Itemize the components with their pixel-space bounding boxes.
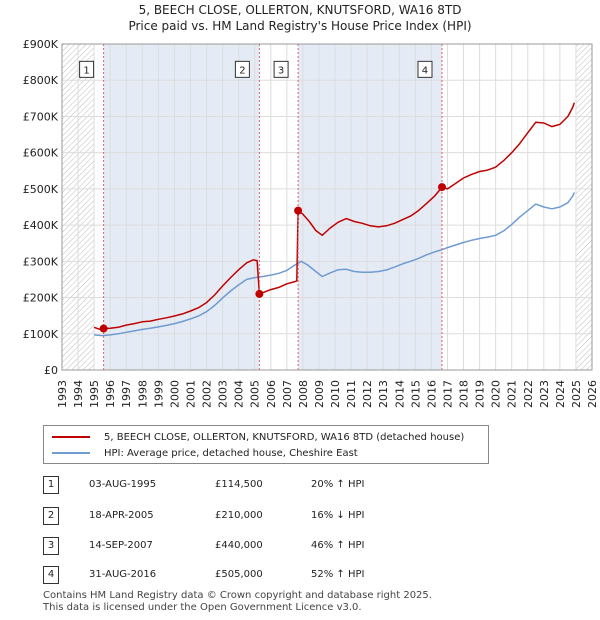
x-tick-label: 2016 [425,380,438,408]
x-tick-label: 2018 [458,380,471,408]
transaction-number: 4 [43,566,59,584]
x-tick-label: 2000 [168,380,181,408]
x-tick-label: 1996 [104,380,117,408]
y-tick-label: £300K [23,255,59,268]
x-tick-label: 2024 [554,380,567,408]
x-tick-label: 2002 [201,380,214,408]
x-tick-label: 2023 [538,380,551,408]
transaction-number: 2 [43,507,59,525]
legend-swatch-property [52,436,90,438]
footer-line-licence: This data is licensed under the Open Gov… [43,602,362,613]
x-tick-label: 2020 [490,380,503,408]
transaction-date: 14-SEP-2007 [89,540,153,551]
shaded-ownership-band [103,44,260,370]
x-tick-label: 1994 [72,380,85,408]
sale-number-label: 4 [422,65,428,76]
x-tick-label: 2019 [474,380,487,408]
transaction-date: 31-AUG-2016 [89,569,157,580]
legend-label-property: 5, BEECH CLOSE, OLLERTON, KNUTSFORD, WA1… [104,431,465,443]
legend-label-hpi: HPI: Average price, detached house, Ches… [104,447,358,459]
x-tick-label: 2022 [522,380,535,408]
chart-title: 5, BEECH CLOSE, OLLERTON, KNUTSFORD, WA1… [138,3,462,17]
y-tick-label: £800K [23,74,59,87]
footer-line-copyright: Contains HM Land Registry data © Crown c… [43,590,432,601]
transaction-hpi: 20% ↑ HPI [311,479,365,490]
x-tick-label: 1999 [152,380,165,408]
x-tick-label: 2015 [409,380,422,408]
x-tick-label: 2003 [217,380,230,408]
plot-border [61,43,593,371]
sale-point [99,324,108,333]
legend-swatch-hpi [52,452,90,454]
x-tick-label: 2008 [297,380,310,408]
sale-point [255,289,264,298]
transaction-date: 18-APR-2005 [89,510,154,521]
legend-item-hpi: HPI: Average price, detached house, Ches… [52,446,358,460]
y-tick-label: £500K [23,183,59,196]
hpi-line [94,192,575,337]
sale-number-box [79,60,95,78]
x-tick-label: 2010 [329,380,342,408]
x-tick-label: 2004 [233,380,246,408]
shaded-ownership-band [298,44,442,370]
x-tick-label: 1993 [56,380,69,408]
transaction-price: £114,500 [215,479,263,490]
transaction-number: 3 [43,537,59,555]
sale-point [294,206,303,215]
chart-legend: 5, BEECH CLOSE, OLLERTON, KNUTSFORD, WA1… [43,425,489,464]
table-row: 4 31-AUG-2016 £505,000 52% ↑ HPI [43,566,463,584]
x-tick-label: 2021 [506,380,519,408]
x-tick-label: 2017 [441,380,454,408]
sale-point [437,183,446,192]
y-tick-label: £700K [23,110,59,123]
x-tick-label: 2001 [184,380,197,408]
transaction-number: 1 [43,476,59,494]
sale-number-box [234,60,250,78]
sale-number-label: 3 [278,65,284,76]
x-tick-label: 2013 [377,380,390,408]
table-row: 2 18-APR-2005 £210,000 16% ↓ HPI [43,507,463,525]
x-tick-label: 2009 [313,380,326,408]
x-tick-label: 2012 [361,380,374,408]
transaction-hpi: 52% ↑ HPI [311,569,365,580]
y-tick-label: £900K [23,38,59,51]
y-tick-label: £600K [23,147,59,160]
x-tick-label: 1995 [88,380,101,408]
x-tick-label: 2007 [281,380,294,408]
sale-number-label: 1 [83,65,89,76]
x-tick-label: 2005 [249,380,262,408]
y-tick-label: £400K [23,219,59,232]
y-tick-label: £200K [23,292,59,305]
x-tick-label: 2025 [570,380,583,408]
legend-item-property: 5, BEECH CLOSE, OLLERTON, KNUTSFORD, WA1… [52,430,464,444]
transaction-hpi: 16% ↓ HPI [311,510,365,521]
x-tick-label: 2011 [345,380,358,408]
y-tick-label: £0 [44,364,58,377]
sale-number-box [273,60,289,78]
x-tick-label: 2006 [265,380,278,408]
transaction-price: £210,000 [215,510,263,521]
y-tick-label: £100K [23,328,59,341]
transaction-price: £505,000 [215,569,263,580]
x-tick-label: 2026 [586,380,599,408]
sale-number-box [417,60,433,78]
property-price-line [93,102,576,330]
table-row: 1 03-AUG-1995 £114,500 20% ↑ HPI [43,476,463,494]
x-tick-label: 1998 [136,380,149,408]
footer-note: Contains HM Land Registry data © Crown c… [43,590,432,614]
x-tick-label: 2014 [393,380,406,408]
hatched-region [575,44,592,370]
transaction-date: 03-AUG-1995 [89,479,157,490]
transaction-hpi: 46% ↑ HPI [311,540,365,551]
chart-subtitle: Price paid vs. HM Land Registry's House … [128,19,472,33]
transaction-price: £440,000 [215,540,263,551]
price-chart: 1 2 3 4 £0 £100K £200K £300K £400K £500K £600K £70… [23,38,599,408]
table-row: 3 14-SEP-2007 £440,000 46% ↑ HPI [43,537,463,555]
x-tick-label: 1997 [120,380,133,408]
sale-number-label: 2 [239,65,245,76]
